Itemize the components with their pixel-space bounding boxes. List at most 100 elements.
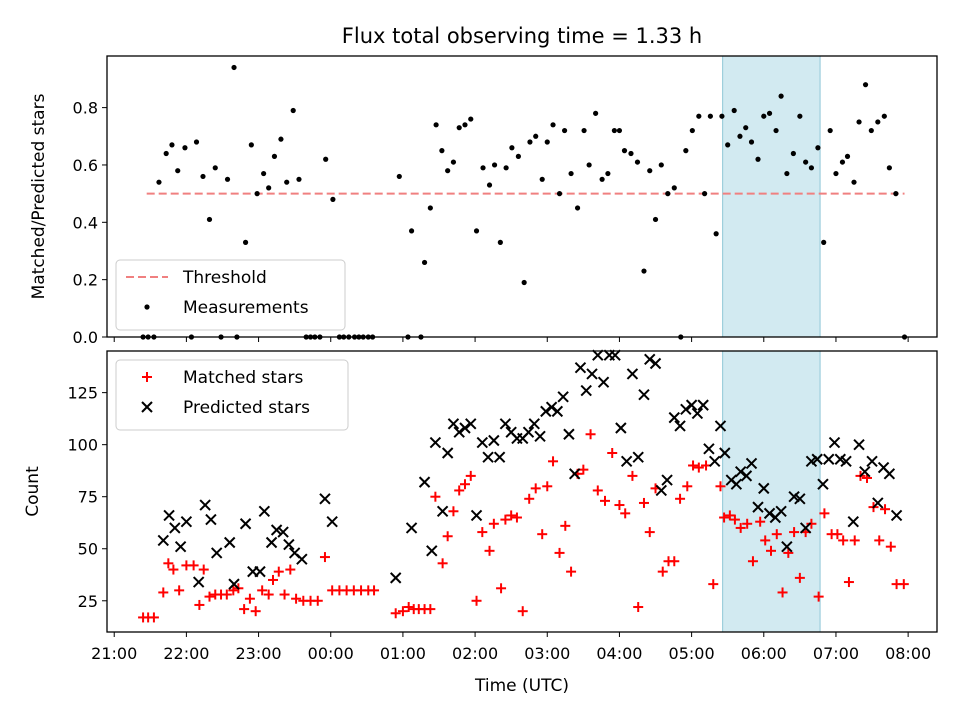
predicted-point — [592, 349, 604, 361]
measurement-point — [486, 182, 493, 188]
predicted-point — [545, 401, 558, 413]
measurement-point — [707, 113, 713, 119]
predicted-point — [817, 478, 829, 490]
predicted-point — [758, 482, 770, 495]
measurement-point — [778, 93, 784, 99]
matched-point — [174, 585, 185, 596]
predicted-point — [649, 357, 662, 370]
legend-box — [115, 259, 346, 331]
measurement-point — [827, 127, 833, 134]
measurement-point — [737, 133, 743, 139]
measurement-point — [290, 107, 296, 114]
measurement-point — [808, 165, 815, 171]
predicted-point — [499, 418, 512, 430]
measurement-point — [743, 125, 749, 131]
y-tick-label: 0.0 — [73, 328, 98, 347]
measurement-point — [761, 113, 767, 119]
matched-point — [263, 589, 274, 600]
predicted-point — [609, 349, 621, 361]
matched-point — [638, 497, 649, 508]
predicted-point — [632, 451, 644, 463]
legend-label: Measurements — [183, 298, 309, 318]
predicted-point — [270, 524, 283, 536]
predicted-point — [714, 420, 727, 432]
predicted-point — [169, 522, 181, 534]
matched-point — [484, 545, 495, 556]
measurement-point — [515, 153, 521, 159]
matched-point — [688, 460, 699, 471]
measurement-point — [450, 159, 457, 165]
measurement-point — [696, 113, 702, 119]
matched-point — [682, 481, 693, 492]
predicted-point — [574, 361, 587, 374]
measurement-point — [266, 185, 272, 191]
measurement-point — [156, 179, 162, 185]
predicted-point — [752, 501, 764, 513]
x-axis-label: Time (UTC) — [474, 676, 569, 696]
measurement-point — [621, 148, 628, 154]
x-tick-label: 01:00 — [380, 644, 426, 663]
measurement-point — [480, 165, 486, 171]
measurement-point — [248, 142, 254, 148]
predicted-point — [719, 447, 731, 459]
predicted-point — [661, 474, 673, 486]
x-tick-label: 02:00 — [452, 644, 498, 663]
measurement-point — [683, 148, 689, 154]
matched-point — [747, 556, 758, 567]
legend-measurement-swatch — [144, 304, 150, 310]
measurement-point — [408, 228, 415, 234]
measurement-point — [773, 127, 779, 134]
predicted-point — [551, 405, 564, 418]
predicted-point — [597, 376, 610, 388]
measurement-point — [556, 191, 563, 197]
predicted-point — [799, 522, 812, 534]
predicted-point — [199, 499, 211, 511]
predicted-point — [872, 497, 884, 509]
matched-point — [771, 529, 782, 540]
matched-point — [279, 589, 290, 600]
matched-point — [285, 564, 296, 575]
measurement-point — [224, 176, 231, 182]
series-matched-stars — [138, 429, 909, 623]
matched-point — [849, 535, 860, 546]
matched-point — [777, 587, 788, 598]
predicted-point — [429, 436, 442, 449]
x-tick-label: 07:00 — [813, 644, 859, 663]
matched-point — [708, 579, 719, 590]
predicted-point — [745, 457, 758, 470]
measurement-point — [702, 191, 708, 197]
measurement-point — [497, 239, 503, 245]
measurement-point — [731, 107, 737, 114]
matched-point — [760, 535, 771, 546]
measurement-point — [533, 133, 539, 139]
measurement-point — [605, 170, 611, 177]
predicted-point — [476, 436, 489, 449]
predicted-point — [703, 443, 715, 455]
predicted-point — [436, 505, 449, 517]
predicted-point — [828, 436, 841, 449]
predicted-point — [847, 515, 859, 528]
predicted-point — [465, 418, 477, 430]
predicted-point — [697, 399, 709, 411]
legend-box — [115, 359, 349, 431]
matched-point — [880, 504, 891, 515]
matched-point — [500, 514, 511, 525]
predicted-point — [586, 368, 598, 380]
matched-point — [669, 556, 680, 567]
measurement-point — [851, 179, 857, 185]
measurement-point — [658, 162, 664, 168]
measurement-point — [886, 165, 892, 171]
predicted-point — [180, 515, 193, 528]
x-tick-label: 06:00 — [741, 644, 787, 663]
matched-point — [627, 470, 638, 481]
matched-point — [874, 535, 885, 546]
y-tick-label: 0.6 — [73, 156, 98, 175]
predicted-point — [638, 389, 650, 401]
x-tick-label: 08:00 — [885, 644, 931, 663]
matched-point — [471, 595, 482, 606]
predicted-point — [685, 399, 698, 411]
measurement-point — [766, 110, 773, 116]
predicted-point — [563, 428, 575, 440]
measurement-point — [212, 165, 218, 171]
measurement-point — [652, 216, 659, 223]
